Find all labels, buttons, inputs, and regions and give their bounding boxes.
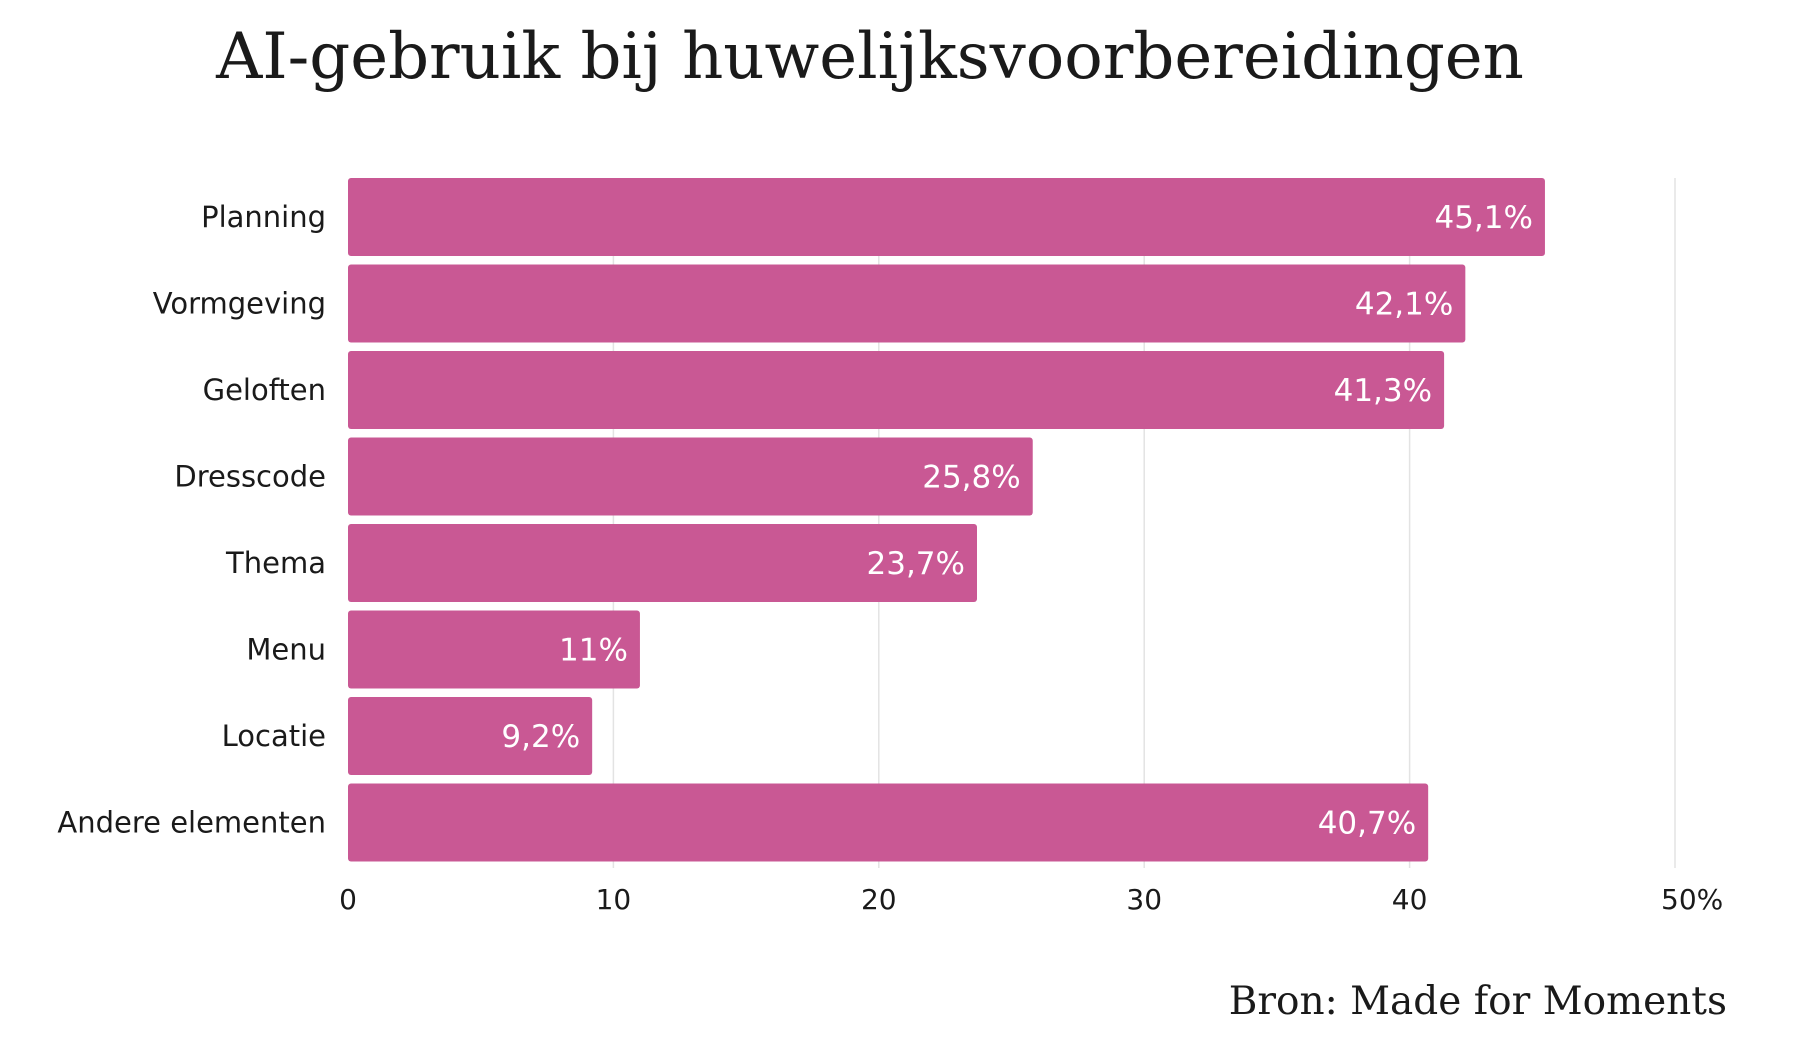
category-label-andere-elementen: Andere elementen [57,806,326,840]
bar-geloften [348,351,1445,429]
x-tick-label-10: 10 [596,883,632,916]
category-label-menu: Menu [246,633,326,667]
bar-vormgeving [348,264,1466,343]
value-label-geloften: 41,3% [1334,373,1432,409]
value-label-locatie: 9,2% [501,719,580,755]
x-tick-label-0: 0 [339,883,357,916]
category-label-vormgeving: Vormgeving [153,287,326,321]
category-label-geloften: Geloften [203,373,326,407]
category-label-dresscode: Dresscode [174,460,326,494]
x-tick-label-50: 50% [1661,883,1723,916]
value-label-thema: 23,7% [867,546,965,582]
bar-locatie [348,697,593,775]
source-note: Bron: Made for Moments [1229,979,1727,1024]
category-label-planning: Planning [201,200,326,234]
bar-dresscode [348,437,1033,516]
chart-title: AI-gebruik bij huwelijksvoorbereidingen [215,20,1524,94]
value-label-andere-elementen: 40,7% [1318,806,1416,842]
bars: 45,1% 42,1% 41,3% 25,8% 23,7% 11% 9,2% 40,7% [348,178,1545,862]
bar-planning [348,178,1545,256]
x-tick-label-40: 40 [1392,883,1428,916]
category-labels: Planning Vormgeving Geloften Dresscode Thema… [57,200,326,840]
value-label-dresscode: 25,8% [922,460,1020,496]
value-label-planning: 45,1% [1434,200,1532,236]
bar-menu [348,610,640,689]
x-tick-label-20: 20 [861,883,897,916]
category-label-locatie: Locatie [222,719,326,753]
value-label-vormgeving: 42,1% [1355,287,1453,323]
value-label-menu: 11% [559,633,628,669]
bar-thema [348,524,977,602]
x-tick-label-30: 30 [1126,883,1162,916]
x-axis-ticks: 0 10 20 30 40 50% [339,883,1723,916]
bar-andere-elementen [348,783,1429,862]
category-label-thema: Thema [225,546,326,580]
